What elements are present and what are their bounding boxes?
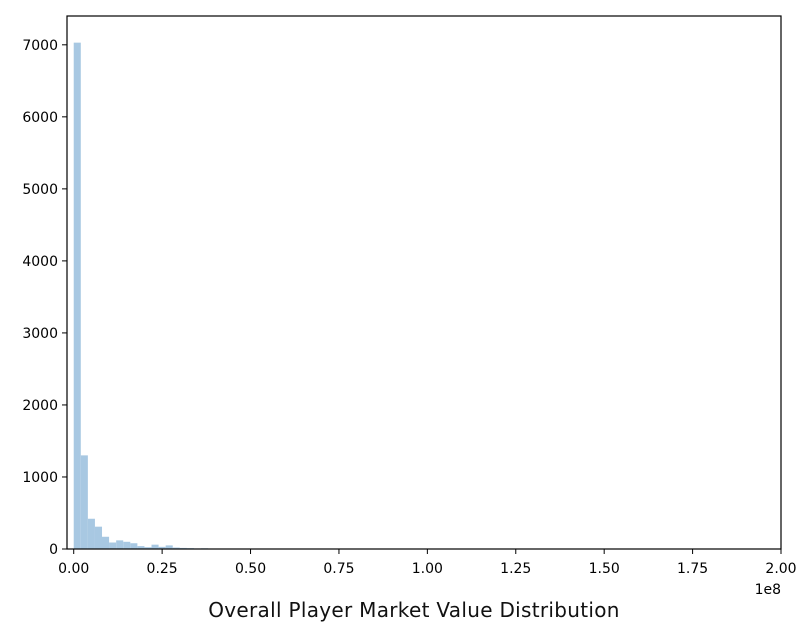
x-tick-label: 1.00 [412,561,443,577]
chart-title: Overall Player Market Value Distribution [208,598,620,622]
histogram-bar [158,546,166,549]
histogram-bar [151,544,159,549]
x-tick-label: 0.75 [323,561,354,577]
y-tick-label: 2000 [22,398,58,414]
x-tick-label: 1.75 [677,561,708,577]
histogram-bar [102,536,110,549]
y-tick-label: 6000 [22,110,58,126]
histogram-bar [165,545,173,549]
y-tick-label: 5000 [22,182,58,198]
x-tick-label: 0.25 [147,561,178,577]
x-tick-label: 2.00 [765,561,796,577]
y-tick-label: 0 [49,542,58,558]
histogram-bar [123,541,131,549]
y-tick-label: 1000 [22,470,58,486]
histogram-bar [80,455,88,549]
y-tick-label: 7000 [22,38,58,54]
x-tick-label: 0.00 [58,561,89,577]
histogram-bar [137,546,145,549]
x-axis-offset-text: 1e8 [755,582,781,598]
histogram-bar [144,547,152,549]
histogram-bar [73,42,81,550]
y-axis-ticks: 0 1000 2000 3000 4000 5000 6000 7000 [22,38,67,558]
x-tick-label: 0.50 [235,561,266,577]
histogram-bar [172,547,180,549]
histogram-bar [116,540,124,549]
histogram-bar [109,542,117,549]
x-axis-ticks: 0.00 0.25 0.50 0.75 1.00 1.25 1.50 1.75 2.00 [58,549,797,577]
histogram-bar [130,543,138,549]
x-tick-label: 1.50 [589,561,620,577]
y-tick-label: 3000 [22,326,58,342]
histogram-bar [87,518,95,549]
histogram-bars [73,42,293,550]
histogram-bar [94,526,103,549]
x-tick-label: 1.25 [500,561,531,577]
y-tick-label: 4000 [22,254,58,270]
plot-area-frame [66,15,782,550]
